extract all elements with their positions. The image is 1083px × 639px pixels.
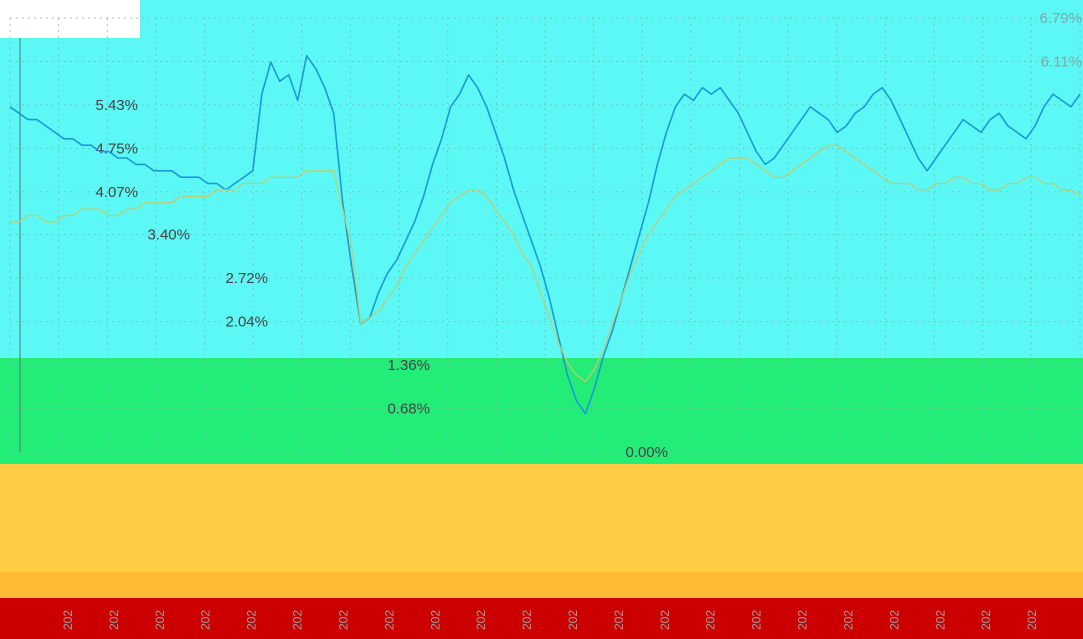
x-tick-label: 202 [107,610,121,630]
x-tick-label: 202 [61,610,75,630]
series-line-secondary [10,144,1081,383]
y-tick-label: 3.40% [147,227,190,244]
y-tick-label: 2.04% [225,314,268,331]
x-tick-label: 202 [566,610,580,630]
x-tick-label: 202 [474,610,488,630]
corner-patch [0,0,140,38]
x-tick-label: 202 [382,610,396,630]
y-tick-label: 5.43% [95,97,138,114]
x-tick-label: 202 [291,610,305,630]
x-tick-label: 202 [841,610,855,630]
x-tick-label: 202 [153,610,167,630]
y-tick-label: 4.07% [95,184,138,201]
y-tick-label: 6.79% [1039,10,1082,27]
y-tick-label: 4.75% [95,140,138,157]
y-tick-label: 0.68% [387,401,430,418]
x-tick-label: 202 [796,610,810,630]
x-tick-label: 202 [1025,610,1039,630]
x-tick-label: 202 [750,610,764,630]
x-tick-label: 202 [704,610,718,630]
y-tick-label: 1.36% [387,357,430,374]
x-tick-label: 202 [520,610,534,630]
x-tick-label: 202 [428,610,442,630]
background-band-red [0,598,1083,639]
x-tick-label: 202 [933,610,947,630]
x-tick-label: 202 [336,610,350,630]
x-tick-label: 202 [887,610,901,630]
y-tick-label: 6.11% [1041,53,1082,70]
background-band-cyan [0,0,1083,358]
x-tick-label: 202 [612,610,626,630]
background-band-stripe [0,572,1083,598]
y-tick-label: 0.00% [625,444,668,461]
background-band-green [0,358,1083,464]
x-tick-label: 202 [979,610,993,630]
series-line-primary [9,54,1081,415]
y-tick-label: 2.72% [225,270,268,287]
x-tick-label: 202 [658,610,672,630]
x-tick-label: 202 [199,610,213,630]
x-tick-label: 202 [245,610,259,630]
